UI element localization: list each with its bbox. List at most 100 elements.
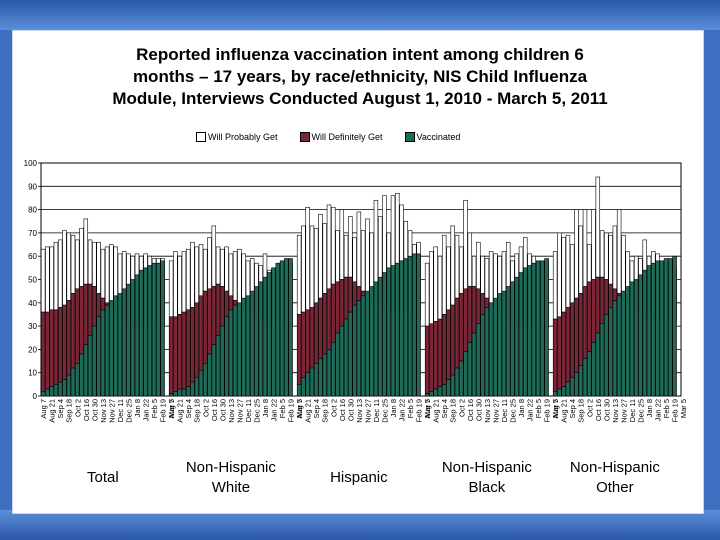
- bar-vaccinated-3-3: [437, 386, 443, 397]
- x-tick-label-2-0: Aug 7: [295, 399, 304, 419]
- bar-vaccinated-0-12: [92, 325, 97, 397]
- bar-definitely-0-4: [57, 307, 63, 383]
- bar-probably-2-12: [348, 216, 353, 278]
- legend-item-probably: Will Probably Get: [196, 132, 278, 142]
- bar-vaccinated-2-28: [416, 253, 421, 397]
- bar-definitely-2-12: [348, 276, 353, 313]
- bar-vaccinated-0-15: [104, 304, 110, 397]
- bar-definitely-4-6: [578, 293, 583, 367]
- bar-vaccinated-4-9: [591, 342, 596, 397]
- bar-vaccinated-0-18: [117, 293, 123, 397]
- x-tick-label-0-4: Oct 2: [73, 399, 82, 417]
- legend-label-definitely: Will Definitely Get: [311, 132, 383, 142]
- bar-definitely-1-12: [220, 286, 225, 327]
- bar-vaccinated-2-24: [399, 260, 404, 397]
- bar-vaccinated-3-5: [446, 379, 451, 397]
- bar-probably-0-16: [109, 244, 114, 308]
- bar-vaccinated-3-7: [454, 367, 460, 397]
- bar-definitely-1-9: [207, 288, 212, 355]
- bar-vaccinated-4-0: [552, 391, 558, 397]
- bar-vaccinated-4-26: [663, 258, 669, 397]
- bar-probably-1-1: [173, 251, 178, 318]
- bar-probably-2-3: [309, 225, 315, 308]
- bar-vaccinated-2-16: [365, 290, 370, 397]
- x-tick-label-3-8: Nov 27: [491, 399, 500, 423]
- x-tick-label-0-14: Feb 19: [159, 399, 168, 422]
- bar-vaccinated-1-16: [237, 302, 242, 397]
- bar-vaccinated-0-13: [96, 316, 101, 397]
- x-tick-label-2-8: Nov 27: [363, 399, 372, 423]
- bar-definitely-1-15: [232, 300, 238, 306]
- bar-vaccinated-3-0: [424, 393, 430, 397]
- bar-probably-0-13: [96, 241, 101, 294]
- x-tick-label-1-3: Sep 18: [193, 399, 202, 423]
- x-tick-label-4-14: Feb 19: [671, 399, 680, 422]
- bar-vaccinated-3-9: [463, 351, 468, 397]
- bar-vaccinated-1-22: [262, 276, 268, 397]
- bar-probably-0-3: [53, 241, 59, 311]
- bar-vaccinated-1-13: [224, 316, 229, 397]
- bar-probably-0-10: [83, 218, 89, 285]
- slide-frame-top: [0, 0, 720, 30]
- bar-probably-2-4: [313, 227, 319, 304]
- bar-vaccinated-1-11: [215, 335, 221, 397]
- chart-title-line-1: Reported influenza vaccination intent am…: [136, 45, 584, 64]
- bar-vaccinated-3-14: [484, 307, 490, 397]
- bar-vaccinated-1-20: [254, 286, 259, 397]
- bar-vaccinated-4-23: [651, 262, 656, 397]
- x-tick-label-3-13: Feb 5: [534, 399, 543, 418]
- x-tick-label-1-12: Jan 22: [270, 399, 279, 422]
- bar-vaccinated-4-28: [672, 255, 677, 397]
- x-tick-label-4-8: Nov 27: [619, 399, 628, 423]
- bar-definitely-2-1: [301, 311, 306, 378]
- x-tick-label-4-15: Mar 5: [679, 399, 688, 418]
- bar-probably-3-3: [437, 255, 443, 320]
- bar-probably-2-10: [339, 209, 345, 280]
- bar-definitely-3-9: [463, 288, 468, 353]
- bar-probably-4-5: [574, 209, 579, 299]
- bar-vaccinated-1-9: [207, 353, 212, 397]
- x-tick-label-2-6: Oct 30: [346, 399, 355, 421]
- bar-probably-3-4: [441, 234, 447, 315]
- bar-probably-0-2: [49, 246, 54, 311]
- bar-vaccinated-2-27: [412, 253, 417, 397]
- bar-definitely-3-5: [446, 309, 451, 380]
- x-tick-label-0-6: Oct 30: [90, 399, 99, 421]
- x-tick-label-1-2: Sep 4: [184, 399, 193, 419]
- bar-probably-4-12: [604, 232, 609, 280]
- bar-vaccinated-3-4: [441, 384, 447, 397]
- bar-definitely-1-8: [203, 290, 208, 364]
- bar-probably-3-6: [450, 225, 455, 306]
- x-tick-label-1-11: Jan 8: [261, 399, 270, 417]
- bar-vaccinated-1-4: [185, 386, 191, 397]
- x-tick-label-0-7: Nov 13: [99, 399, 108, 423]
- bar-definitely-2-14: [356, 286, 362, 301]
- x-tick-label-3-15: Mar 5: [551, 399, 560, 418]
- x-tick-label-4-12: Jan 22: [654, 399, 663, 422]
- x-tick-label-1-0: Aug 7: [167, 399, 176, 419]
- bar-probably-2-8: [331, 206, 336, 285]
- x-tick-label-0-5: Oct 16: [82, 399, 91, 421]
- bar-probably-0-5: [62, 230, 67, 306]
- bar-vaccinated-1-19: [249, 290, 255, 397]
- bar-definitely-2-2: [305, 309, 310, 374]
- bar-probably-4-2: [561, 237, 566, 313]
- x-tick-label-1-5: Oct 16: [210, 399, 219, 421]
- bar-probably-4-8: [587, 244, 592, 283]
- x-tick-label-2-10: Dec 25: [380, 399, 389, 423]
- bar-definitely-0-15: [104, 302, 110, 306]
- bar-probably-4-4: [569, 244, 575, 304]
- x-tick-label-2-12: Jan 22: [398, 399, 407, 422]
- bar-probably-3-9: [463, 199, 468, 290]
- y-tick-label-70: 70: [28, 229, 37, 238]
- bar-vaccinated-1-6: [194, 377, 199, 397]
- bar-definitely-1-1: [173, 316, 178, 392]
- x-tick-label-4-3: Sep 18: [577, 399, 586, 423]
- bar-definitely-4-7: [582, 286, 588, 360]
- bar-definitely-2-11: [343, 276, 349, 320]
- x-tick-label-2-15: Mar 5: [423, 399, 432, 418]
- bar-definitely-3-10: [467, 286, 473, 343]
- bar-vaccinated-2-6: [322, 353, 327, 397]
- bar-definitely-3-3: [437, 318, 443, 387]
- legend-item-definitely: Will Definitely Get: [299, 132, 383, 142]
